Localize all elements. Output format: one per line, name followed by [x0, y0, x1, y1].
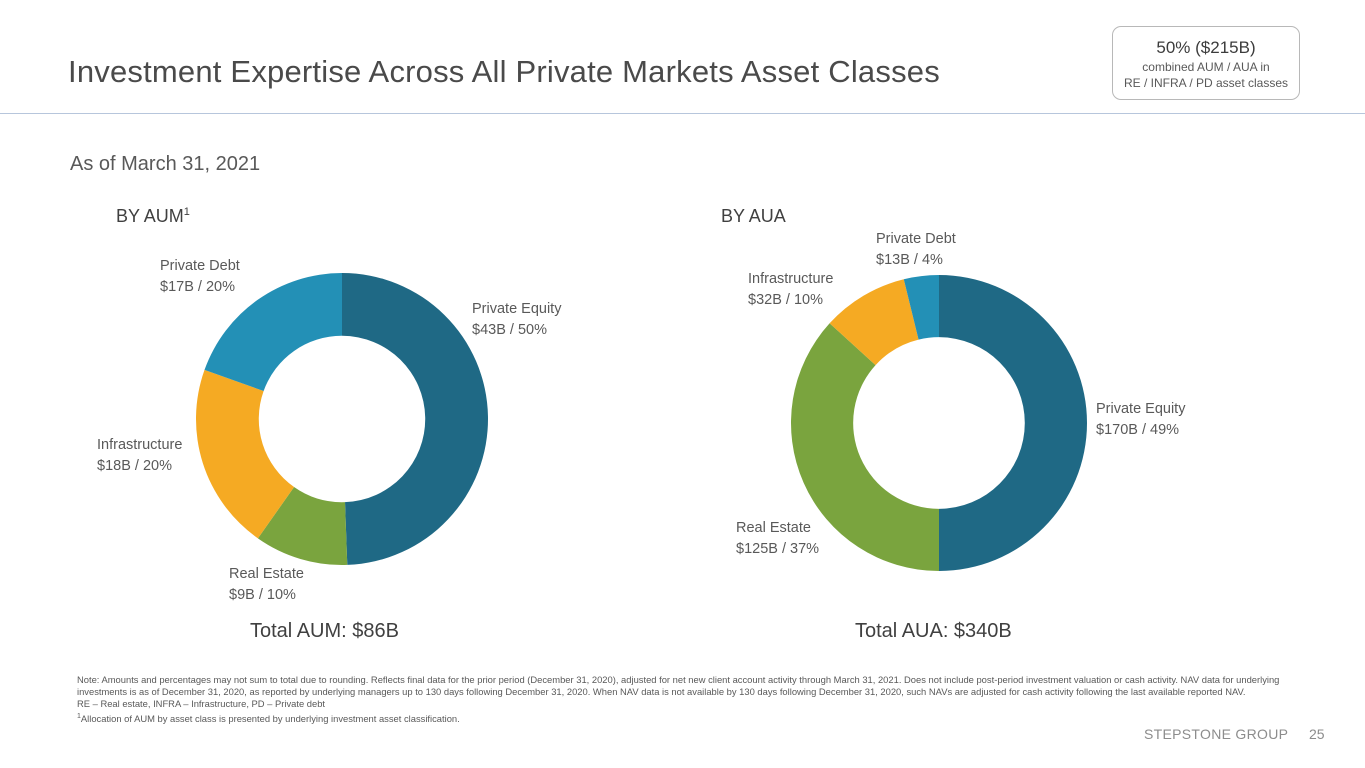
- aua-total: Total AUA: $340B: [855, 620, 1012, 642]
- aum-total: Total AUM: $86B: [250, 620, 399, 642]
- aum-label-private-equity-value: $43B / 50%: [472, 322, 547, 338]
- aum-chart-title: BY AUM1: [116, 206, 190, 227]
- aua-label-private-equity: Private Equity $170B / 49%: [1096, 399, 1185, 441]
- aua-slice-private-debt: [903, 275, 939, 340]
- aua-label-real-estate-name: Real Estate: [736, 520, 811, 536]
- page-number: 25: [1309, 726, 1325, 742]
- aua-slice-infrastructure: [829, 279, 919, 366]
- aum-footnote-marker: 1: [183, 206, 190, 218]
- aua-slice-private-equity: [939, 275, 1087, 571]
- aum-label-infrastructure-name: Infrastructure: [97, 437, 183, 453]
- aua-label-private-equity-value: $170B / 49%: [1096, 422, 1180, 438]
- aum-chart-title-text: BY AUM: [116, 206, 184, 226]
- aua-label-real-estate-value: $125B / 37%: [736, 541, 820, 557]
- aum-label-private-equity: Private Equity $43B / 50%: [472, 299, 561, 341]
- aua-chart-title: BY AUA: [721, 206, 786, 226]
- aum-donut-chart: [196, 273, 489, 565]
- title-divider: [0, 113, 1365, 114]
- footnote-marker: 1: [77, 712, 81, 720]
- aum-label-private-debt: Private Debt $17B / 20%: [160, 256, 240, 298]
- summary-callout: 50% ($215B) combined AUM / AUA in RE / I…: [1112, 26, 1300, 100]
- callout-line-1: combined AUM / AUA in: [1142, 60, 1270, 74]
- aum-label-private-debt-name: Private Debt: [160, 258, 240, 274]
- aum-label-infrastructure: Infrastructure $18B / 20%: [97, 435, 182, 477]
- aum-slice-private-debt: [204, 273, 342, 392]
- aua-label-infrastructure: Infrastructure $32B / 10%: [748, 269, 833, 311]
- aua-slice-real-estate: [791, 323, 939, 571]
- footnote-abbreviations: RE – Real estate, INFRA – Infrastructure…: [77, 698, 326, 710]
- aum-label-infrastructure-value: $18B / 20%: [97, 458, 172, 474]
- callout-line-2: RE / INFRA / PD asset classes: [1123, 76, 1289, 90]
- aum-slice-real-estate: [257, 487, 348, 565]
- aua-label-private-debt-value: $13B / 4%: [876, 252, 943, 268]
- aua-label-infrastructure-value: $32B / 10%: [748, 292, 823, 308]
- callout-headline: 50% ($215B): [1156, 38, 1256, 57]
- page-title: Investment Expertise Across All Private …: [68, 54, 940, 89]
- as-of-date: As of March 31, 2021: [70, 153, 261, 175]
- footnotes: Note: Amounts and percentages may not su…: [77, 674, 1287, 725]
- aum-slice-infrastructure: [196, 369, 295, 539]
- aum-label-private-debt-value: $17B / 20%: [160, 279, 235, 295]
- aum-label-real-estate-value: $9B / 10%: [229, 587, 296, 603]
- aum-label-real-estate-name: Real Estate: [229, 566, 304, 582]
- footnote-allocation: 1Allocation of AUM by asset class is pre…: [77, 711, 1287, 725]
- brand-wordmark: STEPSTONE GROUP: [1144, 726, 1289, 742]
- footnote-main: Note: Amounts and percentages may not su…: [77, 674, 1280, 698]
- aum-label-real-estate: Real Estate $9B / 10%: [229, 564, 304, 606]
- aua-label-private-debt-name: Private Debt: [876, 231, 956, 247]
- aua-label-infrastructure-name: Infrastructure: [748, 271, 834, 287]
- aua-donut-chart: [791, 275, 1087, 571]
- aum-slice-private-equity: [342, 273, 489, 565]
- aua-label-real-estate: Real Estate $125B / 37%: [736, 518, 819, 560]
- aua-label-private-debt: Private Debt $13B / 4%: [876, 229, 956, 271]
- footnote-allocation-text: Allocation of AUM by asset class is pres…: [80, 712, 460, 724]
- aua-label-private-equity-name: Private Equity: [1096, 401, 1186, 417]
- aum-label-private-equity-name: Private Equity: [472, 301, 562, 317]
